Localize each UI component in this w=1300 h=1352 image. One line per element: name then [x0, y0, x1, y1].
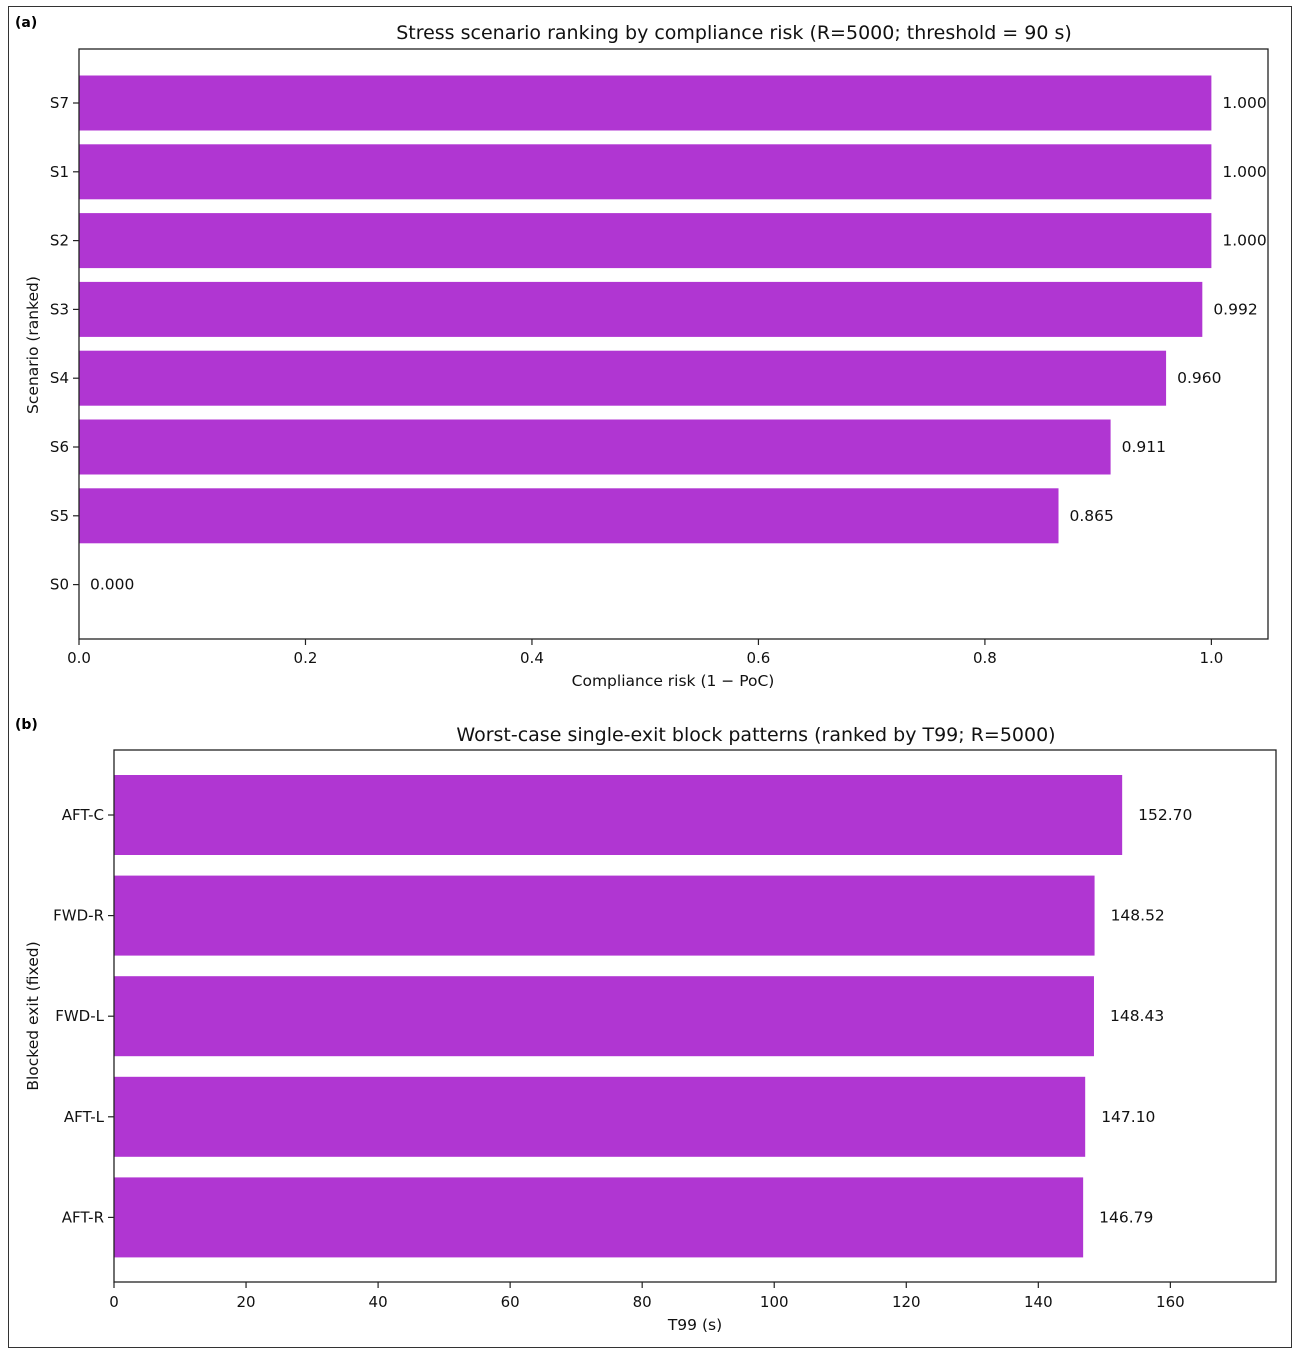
chart-a-bar-S5: [79, 488, 1059, 544]
chart-a-ytick-label: S2: [50, 232, 69, 250]
chart-a-ytick-label: S3: [50, 300, 69, 318]
chart-a-xtick-label: 1.0: [1199, 649, 1223, 667]
chart-a-xtick-label: 0.4: [520, 649, 544, 667]
chart-a-bar-S3: [79, 281, 1203, 337]
chart-a-ylabel: Scenario (ranked): [24, 276, 42, 414]
chart-a-xtick-label: 0.6: [746, 649, 770, 667]
chart-a-value-label: 0.000: [90, 576, 134, 594]
chart-a-value-label: 1.000: [1222, 232, 1266, 250]
chart-a-ytick-label: S6: [50, 438, 69, 456]
chart-a-ytick-label: S0: [50, 576, 69, 594]
chart-a-value-label: 0.865: [1070, 507, 1114, 525]
chart-a-xtick-label: 0.2: [294, 649, 318, 667]
chart-a-value-label: 0.960: [1177, 369, 1221, 387]
chart-a-bar-S4: [79, 350, 1167, 406]
chart-a-value-label: 0.992: [1213, 300, 1257, 318]
chart-a-ytick-label: S7: [50, 94, 69, 112]
chart-a-value-label: 1.000: [1222, 94, 1266, 112]
chart-a-bar-S7: [79, 75, 1212, 131]
chart-a-xlabel: Compliance risk (1 − PoC): [572, 672, 775, 690]
chart-a-value-label: 1.000: [1222, 163, 1266, 181]
chart-a-value-label: 0.911: [1122, 438, 1166, 456]
chart-a-axes-frame: [78, 48, 1269, 640]
chart-a-title: Stress scenario ranking by compliance ri…: [396, 22, 1072, 44]
chart-a-ytick-label: S5: [50, 507, 69, 525]
panel-label-a: (a): [15, 15, 37, 31]
chart-a-bar-S2: [79, 213, 1212, 269]
chart-a-bar-S1: [79, 144, 1212, 200]
chart-a-ytick-label: S4: [50, 369, 69, 387]
chart-a-xtick-label: 0.0: [67, 649, 91, 667]
chart-a-bar-S6: [79, 419, 1111, 475]
chart-a-ytick-label: S1: [50, 163, 69, 181]
figure-frame: [8, 6, 1292, 1348]
chart-a: (a) Stress scenario ranking by complianc…: [15, 15, 1269, 690]
chart-a-xtick-label: 0.8: [973, 649, 997, 667]
